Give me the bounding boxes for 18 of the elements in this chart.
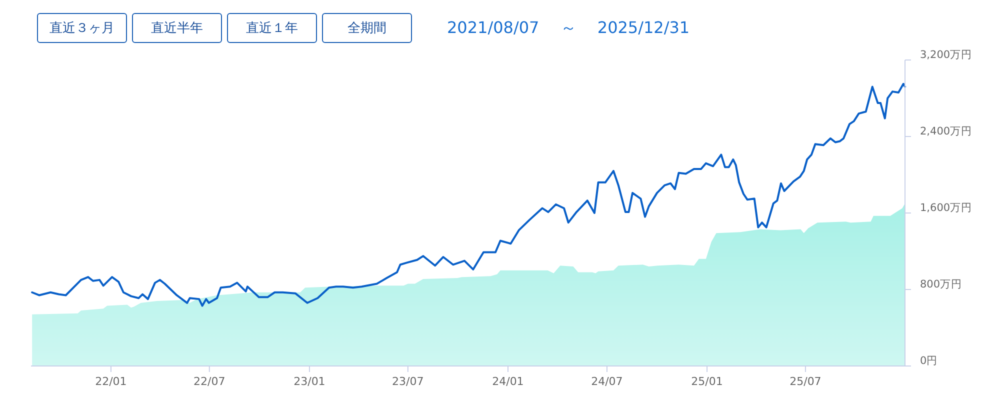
x-tick-label: 22/01 [95, 375, 127, 388]
y-tick-label: 1,600万円 [920, 202, 972, 214]
text: 直近３ヶ月 [37, 13, 127, 43]
x-tick-label: 25/01 [691, 375, 723, 388]
y-tick-label: 0円 [920, 355, 938, 367]
x-tick-label: 23/01 [294, 375, 326, 388]
x-tick-label: 22/07 [194, 375, 226, 388]
text: 直近半年 [132, 13, 222, 43]
text: 全期間 [322, 13, 412, 43]
x-tick-label: 24/07 [591, 375, 623, 388]
y-tick-label: 800万円 [920, 278, 962, 290]
y-tick-label: 2,400万円 [920, 126, 972, 138]
chart-subtitle: 2021/08/07 ～ 2025/12/31 [447, 18, 690, 38]
x-tick-label: 23/07 [392, 375, 424, 388]
text: 直近１年 [227, 13, 317, 43]
x-tick-label: 25/07 [790, 375, 822, 388]
x-tick-label: 24/01 [492, 375, 524, 388]
y-tick-label: 3,200万円 [920, 49, 972, 61]
